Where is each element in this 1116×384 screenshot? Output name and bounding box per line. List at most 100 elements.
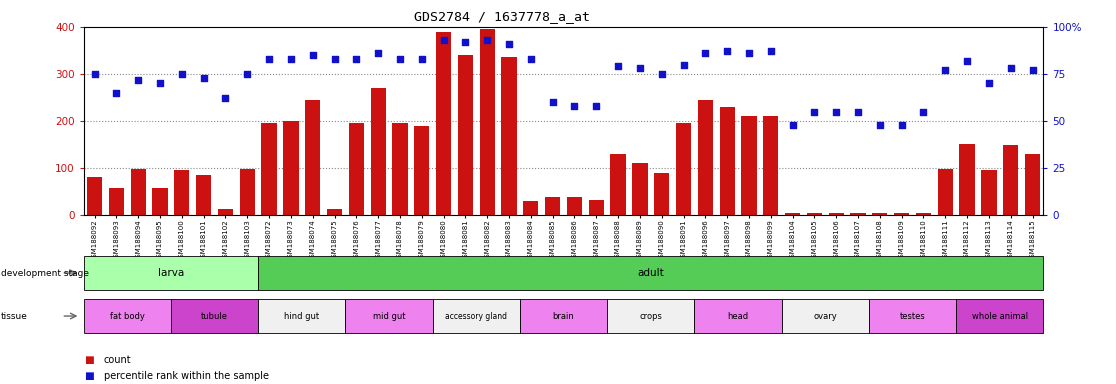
Bar (873, 213, 887, 215)
Point (326, 56, 344, 62)
Bar (436, 31, 451, 215)
Point (1023, 67, 1041, 73)
Bar (850, 213, 866, 215)
Bar (108, 188, 124, 215)
Point (195, 74, 213, 81)
Text: percentile rank within the sample: percentile rank within the sample (104, 371, 269, 381)
Point (696, 50, 714, 56)
Point (435, 37, 453, 43)
Point (500, 41, 518, 47)
Text: GDS2784 / 1637778_a_at: GDS2784 / 1637778_a_at (414, 10, 590, 23)
Text: adult: adult (637, 268, 664, 278)
Bar (261, 123, 277, 215)
Bar (741, 116, 757, 215)
Point (456, 39, 474, 45)
Text: brain: brain (552, 311, 575, 321)
Bar (174, 170, 190, 215)
Text: tissue: tissue (1, 311, 28, 321)
Point (304, 52, 321, 58)
Text: count: count (104, 355, 132, 365)
Text: larva: larva (157, 268, 184, 278)
Text: ■: ■ (84, 355, 94, 365)
Bar (153, 188, 167, 215)
Point (391, 56, 408, 62)
Point (587, 103, 605, 109)
Point (631, 65, 648, 71)
Point (217, 95, 234, 101)
Point (653, 71, 671, 77)
Bar (87, 177, 103, 215)
Bar (196, 175, 211, 215)
Bar (348, 123, 364, 215)
Text: hind gut: hind gut (285, 311, 319, 321)
Point (674, 61, 692, 68)
Text: crops: crops (639, 311, 662, 321)
Bar (828, 213, 844, 215)
Point (479, 37, 497, 43)
Bar (371, 88, 386, 215)
Bar (523, 201, 539, 215)
Point (347, 56, 365, 62)
Point (783, 122, 801, 128)
Point (369, 50, 387, 56)
Point (719, 48, 737, 55)
Bar (283, 121, 299, 215)
Bar (501, 58, 517, 215)
Text: mid gut: mid gut (373, 311, 405, 321)
Bar (937, 169, 953, 215)
Point (740, 50, 758, 56)
Bar (1003, 146, 1019, 215)
Bar (610, 154, 626, 215)
Bar (393, 123, 407, 215)
Bar (916, 213, 931, 215)
Text: tubule: tubule (201, 311, 228, 321)
Text: testes: testes (899, 311, 925, 321)
Bar (567, 197, 583, 215)
Point (107, 90, 125, 96)
Text: whole animal: whole animal (972, 311, 1028, 321)
Point (936, 67, 954, 73)
Point (566, 103, 584, 109)
Bar (588, 200, 604, 215)
Bar (960, 144, 974, 215)
Point (849, 109, 867, 115)
Bar (545, 197, 560, 215)
Point (522, 56, 540, 62)
Bar (763, 116, 779, 215)
Text: accessory gland: accessory gland (445, 311, 508, 321)
Text: ovary: ovary (814, 311, 837, 321)
Point (762, 48, 780, 55)
Bar (654, 173, 670, 215)
Point (609, 63, 627, 70)
Bar (720, 107, 734, 215)
Text: ■: ■ (84, 371, 94, 381)
Bar (414, 126, 430, 215)
Point (893, 122, 911, 128)
Bar (131, 169, 146, 215)
Bar (480, 29, 494, 215)
Point (806, 109, 824, 115)
Point (282, 56, 300, 62)
Point (959, 58, 976, 64)
Bar (218, 209, 233, 215)
Point (413, 56, 431, 62)
Point (86, 71, 104, 77)
Bar (458, 55, 473, 215)
Point (239, 71, 257, 77)
Text: development stage: development stage (1, 268, 89, 278)
Text: fat body: fat body (109, 311, 145, 321)
Bar (698, 100, 713, 215)
Point (827, 109, 845, 115)
Point (1002, 65, 1020, 71)
Point (151, 80, 169, 86)
Point (980, 80, 998, 86)
Bar (633, 163, 647, 215)
Point (543, 99, 561, 105)
Bar (981, 170, 997, 215)
Bar (785, 213, 800, 215)
Bar (327, 209, 343, 215)
Bar (305, 100, 320, 215)
Point (260, 56, 278, 62)
Point (129, 76, 147, 83)
Bar (807, 213, 822, 215)
